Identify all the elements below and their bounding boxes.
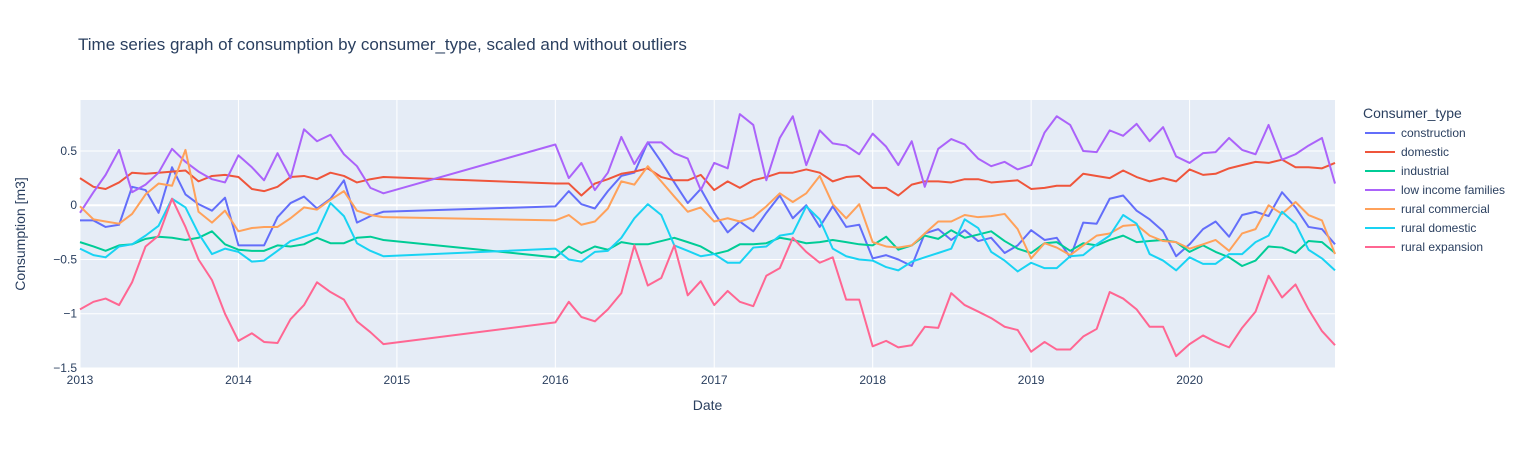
y-tick-label: −1.5 xyxy=(53,361,77,375)
legend-item-construction[interactable]: construction xyxy=(1365,126,1466,140)
series-line-rural-expansion[interactable] xyxy=(79,197,1336,358)
legend-label: rural domestic xyxy=(1401,221,1476,235)
x-tick-label: 2018 xyxy=(859,373,886,387)
x-tick-label: 2016 xyxy=(542,373,569,387)
legend-item-low-income-families[interactable]: low income families xyxy=(1365,183,1505,197)
x-tick-label: 2017 xyxy=(701,373,728,387)
legend-item-domestic[interactable]: domestic xyxy=(1365,145,1449,159)
legend-label: industrial xyxy=(1401,164,1449,178)
series-line-construction[interactable] xyxy=(80,141,1336,268)
legend-label: rural commercial xyxy=(1401,202,1490,216)
chart-title: Time series graph of consumption by cons… xyxy=(78,35,687,54)
x-tick-label: 2013 xyxy=(67,373,94,387)
x-axis-ticks: 2013 2014 2015 2016 2017 2018 2019 2020 xyxy=(67,373,1204,387)
legend-label: low income families xyxy=(1401,183,1505,197)
y-tick-label: −1 xyxy=(63,307,77,321)
y-tick-label: 0.5 xyxy=(60,144,77,158)
series-line-rural-commercial[interactable] xyxy=(79,148,1336,260)
series-line-low-income-families[interactable] xyxy=(79,113,1336,214)
legend-label: rural expansion xyxy=(1401,240,1483,254)
x-axis-title: Date xyxy=(693,397,723,413)
y-axis-ticks: −1.5 −1 −0.5 0 0.5 xyxy=(53,144,77,375)
gridlines xyxy=(79,100,1335,369)
x-tick-label: 2020 xyxy=(1176,373,1203,387)
legend-label: domestic xyxy=(1401,145,1449,159)
x-tick-label: 2014 xyxy=(225,373,252,387)
legend-item-rural-commercial[interactable]: rural commercial xyxy=(1365,202,1490,216)
series-line-industrial[interactable] xyxy=(79,229,1336,268)
legend-title: Consumer_type xyxy=(1363,105,1462,121)
x-tick-label: 2015 xyxy=(384,373,411,387)
series-line-rural-domestic[interactable] xyxy=(79,197,1336,273)
y-axis-title: Consumption [m3] xyxy=(12,177,28,291)
series-lines xyxy=(79,113,1336,358)
legend-label: construction xyxy=(1401,126,1466,140)
legend: Consumer_type construction domestic indust… xyxy=(1363,105,1505,254)
series-line-domestic[interactable] xyxy=(79,158,1336,197)
x-tick-label: 2019 xyxy=(1018,373,1045,387)
legend-item-rural-domestic[interactable]: rural domestic xyxy=(1365,221,1476,235)
y-tick-label: 0 xyxy=(70,198,77,212)
legend-item-rural-expansion[interactable]: rural expansion xyxy=(1365,240,1483,254)
y-tick-label: −0.5 xyxy=(53,252,77,266)
legend-item-industrial[interactable]: industrial xyxy=(1365,164,1449,178)
